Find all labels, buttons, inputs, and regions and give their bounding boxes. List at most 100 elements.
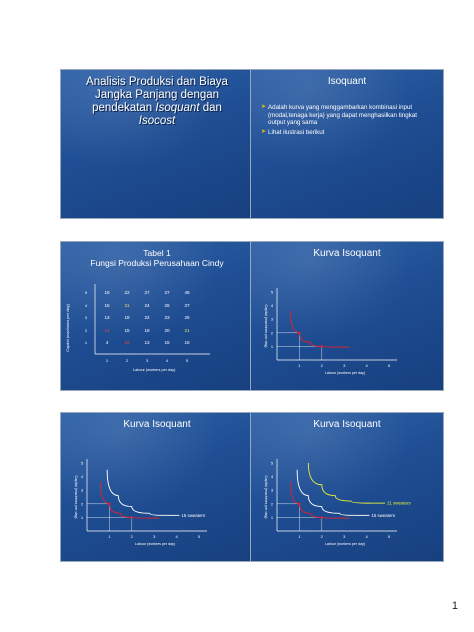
isoquant-curve [106,469,166,516]
table-axes [94,284,210,355]
x-tick-label: 2 [131,534,134,539]
title-fragment: Isocost [138,115,176,127]
slide-3-title-line2: Fungsi Produksi Perusahaan Cindy [90,258,224,268]
isoquant-curve [289,482,336,519]
x-tick-label: 1 [298,534,301,539]
x-tick-label: 5 [388,534,391,539]
slide-3-title: Tabel 1 Fungsi Produksi Perusahaan Cindy [61,248,253,268]
x-tick-label: 1 [108,534,111,539]
bullet-item: ➤ Adalah kurva yang menggambarkan kombin… [261,104,435,127]
slide-6-title: Kurva Isoquant [313,419,381,430]
x-axis-caption: Labour (workers per day) [133,368,176,372]
slide-5-title: Kurva Isoquant [123,419,191,430]
y-tick-label: 2 [271,501,274,506]
y-tick-label: 5 [271,290,274,295]
bullet-text: Adalah kurva yang menggambarkan kombinas… [268,104,417,127]
isoquant-chart-2: 1 2 3 4 5 1 2 3 4 5 Capital (machines per day) Labo… [74,459,207,546]
slide-2: Isoquant ➤ Adalah kurva yang menggambark… [251,70,443,218]
table-cell: 22 [144,315,150,320]
table-cell: 10 [124,340,130,345]
y-tick-label: 4 [271,303,274,308]
table-cell: 16 [104,290,110,295]
row-capital-label: 4 [84,302,88,308]
page-number: 1 [451,600,458,612]
table-y-label: Capital (machines per day) [65,304,70,352]
y-tick-label: 3 [271,317,274,322]
table-cell: 13 [104,315,110,320]
y-tick-label: 5 [81,461,84,466]
x-axis-label: Labour (workers per day) [325,542,365,546]
title-line: Jangka Panjang dengan [69,89,245,102]
table-cell: 48 [184,290,190,295]
x-tick-label: 2 [321,363,324,368]
table-cell: 18 [124,315,130,320]
table-cell: 22 [124,290,130,295]
table-cell: 21 [184,327,190,333]
table-cell: 16 [184,340,190,345]
y-tick-label: 3 [271,488,274,493]
slide-2-bullets: ➤ Adalah kurva yang menggambarkan kombin… [261,104,435,138]
title-line: Analisis Produksi dan Biaya [69,76,245,89]
row-capital-label: 1 [84,340,88,345]
title-fragment: Jangka Panjang dengan [94,89,220,101]
isoquant-curve [289,311,336,348]
slide-5: Kurva Isoquant 1 2 3 4 5 1 2 3 4 5 Capital (machin… [61,413,253,561]
y-tick-label: 4 [81,474,84,479]
title-fragment: Analisis Produksi dan Biaya [86,76,228,88]
x-tick-label: 4 [365,363,368,368]
slide-4-title: Kurva Isoquant [313,248,381,259]
title-line: pendekatan Isoquant dan [69,102,245,115]
y-axis-label: Capital (machines per day) [74,476,78,519]
slide-4: Kurva Isoquant 1 2 3 4 5 1 2 3 4 5 Capital (machin… [251,242,443,390]
x-tick-label: 1 [298,363,301,368]
x-tick-label: 4 [365,534,368,539]
curve-label: 15 sweaters [371,513,395,518]
x-tick-label: 2 [321,534,324,539]
table-cell: 27 [184,302,190,308]
y-tick-label: 4 [271,474,274,479]
title-line: Isocost [69,115,245,128]
x-tick-label: 3 [145,358,149,363]
point-marker [298,502,301,505]
x-axis-label: Labour (workers per day) [325,371,365,375]
arrow-bullet-icon: ➤ [261,104,267,110]
isoquant-curve [296,469,356,516]
slide-2-title: Isoquant [327,76,367,87]
table-cell: 4 [105,340,109,345]
slide-6: Kurva Isoquant 1 2 3 4 5 1 2 3 4 5 Capital (machin… [251,413,443,561]
y-tick-label: 5 [271,461,274,466]
y-tick-label: 1 [271,344,274,349]
x-tick-label: 2 [125,358,129,363]
table-cell: 21 [124,302,130,308]
x-tick-label: 3 [343,363,346,368]
table-cell: 27 [164,290,170,295]
point-marker [108,502,111,505]
bullet-item: ➤ Lihat ilustrasi berikut [261,129,435,137]
table-cell: 20 [164,327,170,333]
table-cell: 24 [144,302,150,308]
y-axis-label: Capital (machines per day) [264,305,268,348]
row-capital-label: 3 [84,315,88,320]
curve-label: 21 sweaters [387,501,411,506]
bullet-text: Lihat ilustrasi berikut [268,128,325,136]
row-capital-label: 5 [84,290,88,295]
table-cell: 15 [124,327,130,333]
production-table: Capital (machines per day) 5 16 22 27 27 48 4 1… [65,284,215,382]
table-cell: 15 [164,340,170,345]
y-tick-label: 1 [81,515,84,520]
x-axis-label: Labour (workers per day) [135,542,175,546]
table-cell: 15 [104,302,110,308]
arrow-bullet-icon: ➤ [261,128,267,135]
x-tick-label: 5 [388,363,391,368]
y-tick-label: 2 [81,501,84,506]
x-tick-label: 4 [175,534,178,539]
x-tick-label: 1 [105,358,109,363]
y-axis-label: Capital (machines per day) [264,476,268,519]
isoquant-curve [307,462,372,504]
table-cell: 25 [184,315,190,320]
table-cell: 26 [164,302,170,308]
title-fragment: Isoquant [155,102,200,114]
y-tick-label: 3 [81,488,84,493]
isoquant-chart-1: 1 2 3 4 5 1 2 3 4 5 Capital (machines per day) Labo… [264,288,397,375]
y-tick-label: 2 [271,330,274,335]
